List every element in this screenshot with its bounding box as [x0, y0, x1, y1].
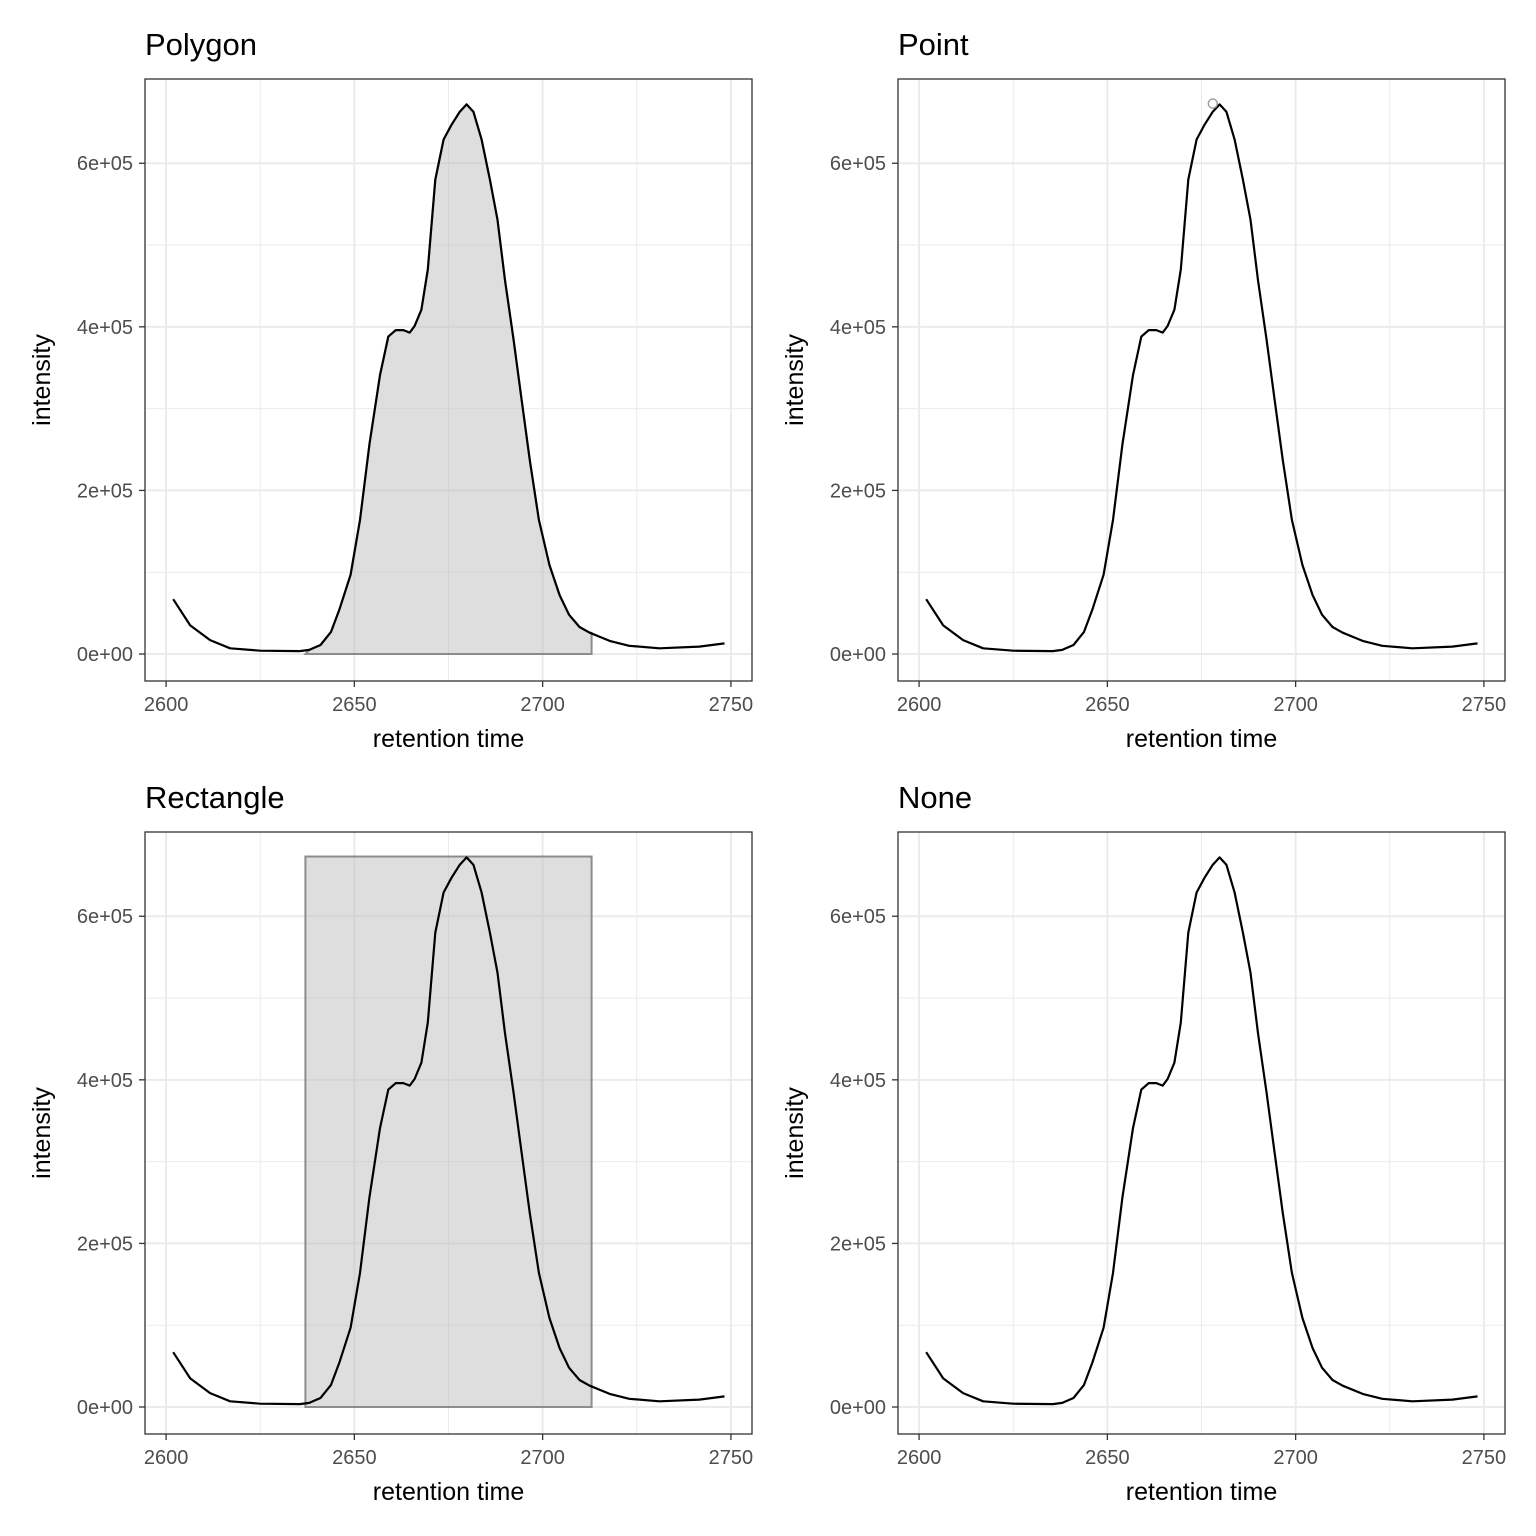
x-tick-label: 2600 — [144, 1447, 189, 1469]
x-tick-label: 2650 — [1085, 694, 1130, 716]
y-tick-label: 6e+05 — [830, 906, 886, 928]
panel-none: 2600 2650 2700 2750 0e+00 2e+05 4e+05 6e+05 rete… — [781, 780, 1506, 1506]
x-axis-label: retention time — [373, 725, 524, 753]
chromatogram-line — [925, 856, 1478, 1406]
x-tick-label: 2700 — [520, 694, 565, 716]
y-tick-label: 4e+05 — [830, 317, 886, 339]
y-tick-label: 0e+00 — [830, 1397, 886, 1419]
x-tick-label: 2700 — [1273, 1447, 1318, 1469]
peak-apex-point — [1207, 98, 1219, 109]
y-tick-label: 6e+05 — [830, 153, 886, 175]
x-tick-label: 2600 — [897, 694, 942, 716]
y-tick-label: 0e+00 — [77, 644, 133, 666]
panel-point: 2600 2650 2700 2750 0e+00 2e+05 4e+05 6e+05 rete… — [781, 27, 1506, 753]
panel-rectangle: 2600 2650 2700 2750 0e+00 2e+05 4e+05 6e+05 rete… — [28, 780, 753, 1506]
y-tick-label: 2e+05 — [77, 1233, 133, 1255]
x-tick-label: 2750 — [1462, 1447, 1507, 1469]
x-tick-label: 2600 — [897, 1447, 942, 1469]
plot-border — [144, 78, 753, 682]
y-tick-label: 2e+05 — [830, 1233, 886, 1255]
y-tick-label: 4e+05 — [77, 317, 133, 339]
y-tick-label: 0e+00 — [77, 1397, 133, 1419]
x-tick-label: 2750 — [1462, 694, 1507, 716]
chromatogram-line — [172, 103, 725, 653]
panel-title: Point — [898, 27, 969, 62]
panel-polygon: 2600 2650 2700 2750 0e+00 2e+05 4e+05 6e+05 rete… — [28, 27, 753, 753]
peak-polygon — [303, 102, 593, 656]
y-tick-label: 6e+05 — [77, 153, 133, 175]
panel-title: None — [898, 780, 972, 815]
y-tick-label: 2e+05 — [77, 480, 133, 502]
chromatogram-line — [925, 103, 1478, 653]
x-axis-label: retention time — [1126, 725, 1277, 753]
x-tick-label: 2700 — [520, 1447, 565, 1469]
y-axis-label: intensity — [28, 1087, 56, 1179]
plot-border — [897, 78, 1506, 682]
x-axis-label: retention time — [373, 1478, 524, 1506]
panel-title: Rectangle — [145, 780, 285, 815]
x-tick-label: 2600 — [144, 694, 189, 716]
peak-rectangle — [304, 855, 593, 1409]
y-axis-label: intensity — [28, 334, 56, 426]
plot-border — [897, 831, 1506, 1435]
y-tick-label: 6e+05 — [77, 906, 133, 928]
x-tick-label: 2750 — [709, 694, 754, 716]
x-tick-label: 2650 — [1085, 1447, 1130, 1469]
x-tick-label: 2650 — [332, 694, 377, 716]
plot-border — [144, 831, 753, 1435]
y-tick-label: 2e+05 — [830, 480, 886, 502]
x-tick-label: 2650 — [332, 1447, 377, 1469]
x-axis-label: retention time — [1126, 1478, 1277, 1506]
y-tick-label: 0e+00 — [830, 644, 886, 666]
y-axis-label: intensity — [781, 1087, 809, 1179]
x-tick-label: 2750 — [709, 1447, 754, 1469]
x-tick-label: 2700 — [1273, 694, 1318, 716]
panel-title: Polygon — [145, 27, 257, 62]
y-tick-label: 4e+05 — [830, 1070, 886, 1092]
y-axis-label: intensity — [781, 334, 809, 426]
y-tick-label: 4e+05 — [77, 1070, 133, 1092]
chromatogram-line — [172, 856, 725, 1406]
